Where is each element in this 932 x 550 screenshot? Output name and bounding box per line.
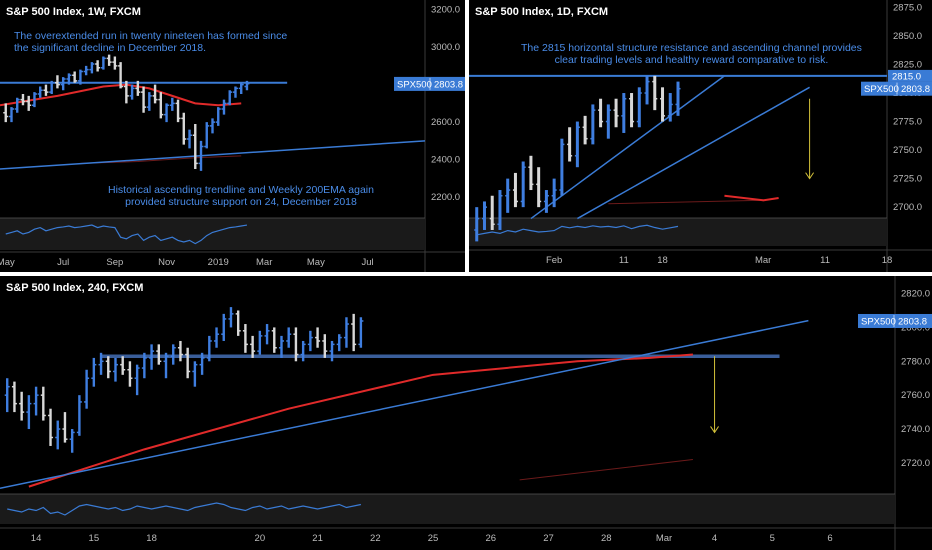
price-badge (861, 81, 932, 96)
y-tick-label: 2740.0 (901, 424, 930, 435)
x-tick-label: Mar (656, 533, 672, 544)
ema-200-line (519, 459, 693, 481)
price-badge-symbol: SPX500 (397, 79, 432, 90)
x-tick-label: 22 (370, 533, 381, 544)
x-tick-label: 28 (601, 533, 612, 544)
panel-divider-vertical (465, 0, 469, 272)
y-tick-label: 2700.0 (893, 202, 922, 213)
x-tick-label: 18 (146, 533, 157, 544)
channel-upper-line (530, 75, 725, 220)
x-tick-label: 14 (31, 533, 42, 544)
chart-title: S&P 500 Index, 1D, FXCM (475, 6, 609, 18)
trendline (0, 319, 809, 490)
x-tick-label: 18 (882, 255, 893, 266)
price-badge-symbol: SPX500 (861, 316, 896, 327)
oscillator-panel (0, 494, 895, 524)
y-tick-label: 3200.0 (431, 5, 460, 16)
weekly-chart[interactable]: 3200.03000.02800.02600.02400.02200.0MayJ… (0, 0, 465, 272)
y-tick-label: 2825.0 (893, 59, 922, 70)
price-badge-value: 2803.8 (434, 79, 463, 90)
y-tick-label: 2200.0 (431, 192, 460, 203)
price-badge (394, 76, 465, 91)
ema-line (0, 83, 242, 107)
x-tick-label: 6 (827, 533, 832, 544)
channel-lower-line (577, 86, 810, 220)
y-tick-label: 2400.0 (431, 155, 460, 166)
annotation-note: The 2815 horizontal structure resistance… (521, 42, 862, 66)
x-tick-label: Mar (256, 257, 272, 268)
oscillator-panel (469, 218, 887, 246)
resistance-value-badge (888, 69, 932, 82)
x-tick-label: May (307, 257, 325, 268)
price-badge (858, 313, 932, 328)
x-tick-label: 4 (712, 533, 717, 544)
resistance-value-label: 2815.0 (892, 71, 921, 82)
daily-chart-panel[interactable]: 2875.02850.02825.02800.02775.02750.02725… (469, 0, 932, 272)
x-tick-label: Mar (755, 255, 771, 266)
panel-divider-horizontal (0, 272, 932, 276)
oscillator-line (7, 502, 362, 516)
y-tick-label: 2760.0 (901, 390, 930, 401)
x-tick-label: 11 (820, 255, 830, 266)
projection-arrowhead (710, 426, 719, 434)
y-tick-label: 2820.0 (901, 289, 930, 300)
chart-title: S&P 500 Index, 1W, FXCM (6, 6, 141, 18)
oscillator-panel (0, 218, 425, 250)
oscillator-line (476, 224, 679, 236)
annotation-note: Historical ascending trendline and Weekl… (108, 184, 374, 208)
price-badge-symbol: SPX500 (864, 84, 899, 95)
x-tick-label: 21 (312, 533, 323, 544)
x-tick-label: 5 (770, 533, 775, 544)
x-tick-label: 20 (255, 533, 266, 544)
y-tick-label: 2750.0 (893, 145, 922, 156)
price-badge-value: 2803.8 (901, 84, 930, 95)
y-tick-label: 2850.0 (893, 31, 922, 42)
price-badge-value: 2803.8 (898, 316, 927, 327)
weekly-chart-panel[interactable]: 3200.03000.02800.02600.02400.02200.0MayJ… (0, 0, 465, 272)
y-tick-label: 2875.0 (893, 2, 922, 13)
x-tick-label: Jul (361, 257, 373, 268)
y-tick-label: 2600.0 (431, 117, 460, 128)
x-tick-label: 18 (657, 255, 668, 266)
x-tick-label: Sep (106, 257, 123, 268)
x-tick-label: 27 (543, 533, 554, 544)
y-tick-label: 2720.0 (901, 458, 930, 469)
trendline (0, 140, 426, 170)
y-tick-label: 2780.0 (901, 356, 930, 367)
x-tick-label: 2019 (208, 257, 229, 268)
y-tick-label: 2775.0 (893, 117, 922, 128)
chart-title: S&P 500 Index, 240, FXCM (6, 282, 144, 294)
x-tick-label: Nov (158, 257, 175, 268)
x-tick-label: May (0, 257, 15, 268)
x-tick-label: Feb (546, 255, 562, 266)
x-tick-label: 15 (89, 533, 100, 544)
x-tick-label: 26 (486, 533, 497, 544)
ema-200-line (608, 199, 764, 205)
ema-line (28, 353, 693, 488)
4h-chart[interactable]: 2820.02800.02780.02760.02740.02720.01415… (0, 276, 932, 550)
ema-line (724, 194, 779, 202)
4h-chart-panel[interactable]: 2820.02800.02780.02760.02740.02720.01415… (0, 276, 932, 550)
oscillator-line (5, 224, 248, 245)
daily-chart[interactable]: 2875.02850.02825.02800.02775.02750.02725… (469, 0, 932, 272)
x-tick-label: 11 (619, 255, 629, 266)
y-tick-label: 2725.0 (893, 174, 922, 185)
x-tick-label: 25 (428, 533, 439, 544)
y-tick-label: 3000.0 (431, 42, 460, 53)
projection-arrowhead (805, 172, 815, 180)
annotation-note: The overextended run in twenty nineteen … (14, 30, 288, 54)
x-tick-label: Jul (57, 257, 69, 268)
